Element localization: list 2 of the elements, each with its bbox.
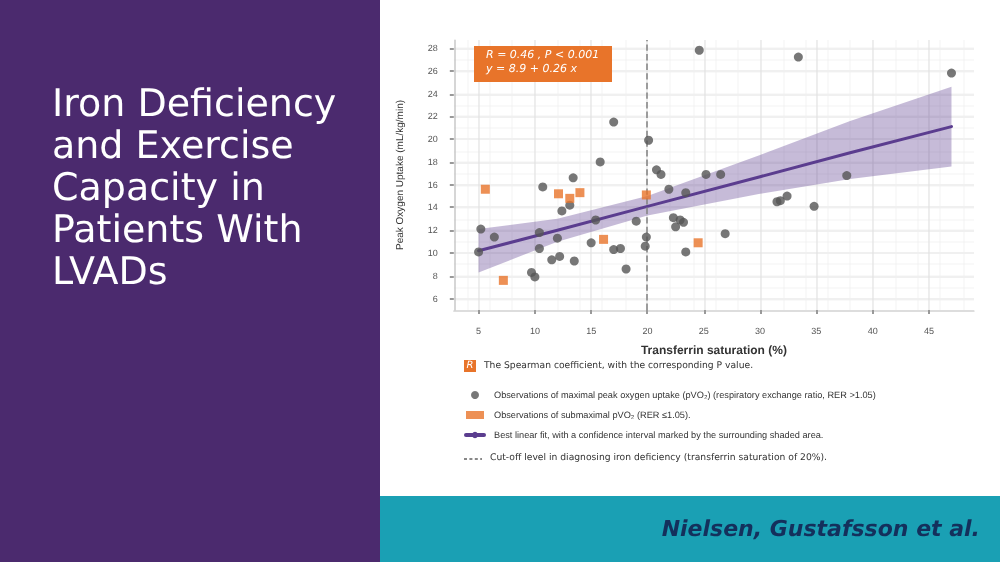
- text: Nielsen, Gustafsson et al.: [661, 516, 980, 542]
- text: Iron Deficiency and Exercise Capacity in Patients With LVADs: [52, 82, 339, 294]
